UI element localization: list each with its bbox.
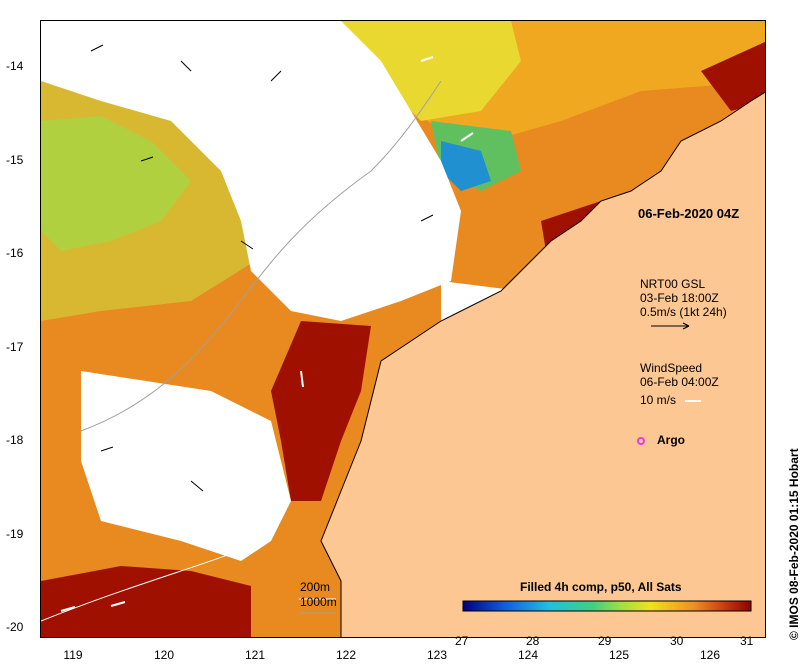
lon-label: 122 [335,648,357,662]
lat-label: -15 [6,153,24,167]
sst-hot-south [41,566,251,637]
current-time: 03-Feb 18:00Z [640,291,719,305]
vector-arrow [140,156,154,162]
lon-label: 121 [244,648,266,662]
lat-label: -19 [6,527,24,541]
lat-label: -17 [6,340,24,354]
current-source: NRT00 GSL [640,277,706,291]
wind-arrow [460,132,474,142]
argo-label: Argo [657,433,685,447]
wind-title: WindSpeed [640,361,703,375]
vector-arrow [180,60,192,72]
lon-label: 120 [153,648,175,662]
lat-label: -16 [6,246,24,260]
colorbar-tick: 30 [670,634,684,648]
lon-label: 124 [517,648,539,662]
bathy-200m-line [41,540,262,622]
sst-green-region [41,116,191,251]
bathy-1000m-line [80,80,442,432]
colorbar-tick: 27 [455,634,469,648]
lat-label: -18 [6,433,24,447]
lat-label: -14 [6,59,24,73]
colorbar-title: Filled 4h comp, p50, All Sats [520,580,682,594]
wind-arrow [420,56,434,62]
wind-arrow [300,370,304,388]
current-scale: 0.5m/s (1kt 24h) [640,305,727,319]
vector-arrow [90,44,104,52]
wind-arrow [110,601,126,607]
bathy-1000-label: 1000m [300,595,337,609]
date-label: 06-Feb-2020 04Z [638,206,740,221]
vector-arrow [270,70,282,82]
vector-arrow [100,446,114,452]
wind-arrow [60,606,76,612]
cloud-north [41,21,461,321]
current-scale-arrowhead [682,322,690,330]
vector-arrow [420,214,434,222]
colorbar-tick: 31 [740,634,754,648]
sst-hot-central [271,321,371,501]
lat-label: -20 [6,620,24,634]
current-vectors [90,44,434,492]
sst-hot-ne [701,41,765,111]
lon-label: 126 [699,648,721,662]
wind-scale: 10 m/s [640,393,677,407]
colorbar-tick: 28 [526,634,540,648]
colorbar-tick: 29 [598,634,612,648]
vector-arrow [190,480,204,492]
australia-land [320,91,765,637]
lon-label: 119 [63,648,83,662]
lon-label: 123 [426,648,448,662]
bathy-200-label: 200m [300,580,331,594]
colorbar [462,600,752,612]
imos-credit: © IMOS 08-Feb-2020 01:15 Hobart [787,448,801,640]
wind-vectors [60,56,474,612]
sst-ne-blue [441,141,491,191]
lon-label: 125 [608,648,630,662]
vector-arrow [240,240,254,250]
sst-ne-yellow [341,21,521,121]
sst-map-canvas [41,21,765,637]
sst-map[interactable] [40,20,766,638]
cloud-west [81,371,291,561]
argo-marker[interactable] [637,437,645,445]
wind-time: 06-Feb 04:00Z [640,375,719,389]
